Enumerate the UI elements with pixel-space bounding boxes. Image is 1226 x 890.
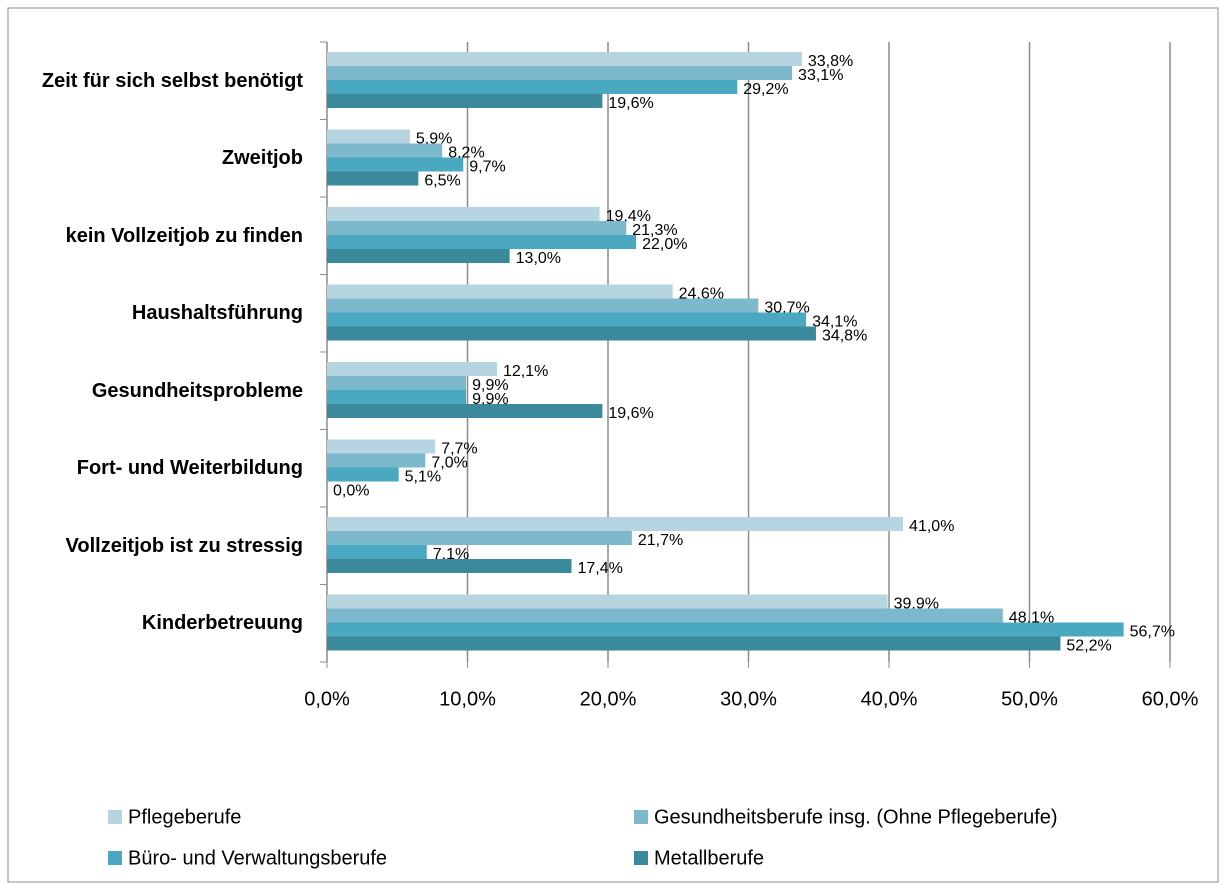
x-tick-label: 50,0% bbox=[1001, 688, 1058, 710]
bar bbox=[327, 326, 816, 341]
legend-swatch bbox=[634, 810, 648, 824]
category-label: Zweitjob bbox=[221, 147, 303, 170]
bar bbox=[327, 362, 498, 376]
value-label: 12,1% bbox=[503, 363, 548, 380]
bar bbox=[327, 594, 888, 609]
value-label: 34,8% bbox=[822, 328, 867, 345]
legend-swatch bbox=[634, 851, 648, 865]
value-label: 21,3% bbox=[632, 222, 677, 239]
value-label: 7,0% bbox=[431, 455, 467, 472]
legend-label: Büro- und Verwaltungsberufe bbox=[128, 847, 387, 869]
x-tick-label: 30,0% bbox=[720, 688, 777, 710]
value-label: 8,2% bbox=[448, 145, 484, 162]
legend-label: Gesundheitsberufe insg. (Ohne Pflegeberu… bbox=[654, 806, 1058, 828]
category-label: Fort- und Weiterbildung bbox=[76, 457, 303, 480]
bar bbox=[327, 129, 410, 144]
bar bbox=[327, 235, 637, 249]
bar bbox=[327, 207, 600, 221]
bar bbox=[327, 622, 1124, 637]
category-label: kein Vollzeitjob zu finden bbox=[65, 224, 303, 247]
legend-label: Pflegeberufe bbox=[128, 806, 241, 828]
value-label: 21,7% bbox=[638, 532, 683, 549]
bar bbox=[327, 608, 1003, 623]
value-label: 52,2% bbox=[1066, 638, 1111, 655]
bar bbox=[327, 312, 807, 327]
bar bbox=[327, 298, 759, 313]
bar bbox=[327, 453, 426, 468]
bar bbox=[327, 171, 419, 186]
value-label: 13,0% bbox=[516, 250, 561, 267]
category-label: Zeit für sich selbst benötigt bbox=[41, 69, 303, 92]
value-label: 7,1% bbox=[433, 546, 469, 563]
value-label: 30,7% bbox=[764, 300, 809, 317]
value-label: 24,6% bbox=[679, 286, 724, 303]
bar bbox=[327, 66, 793, 80]
x-tick-label: 0,0% bbox=[304, 688, 350, 710]
bar bbox=[327, 517, 904, 531]
bar bbox=[327, 390, 467, 404]
legend-label: Metallberufe bbox=[654, 847, 764, 869]
bar bbox=[327, 467, 399, 482]
value-label: 17,4% bbox=[577, 560, 622, 577]
category-label: Haushaltsführung bbox=[131, 302, 303, 325]
value-label: 48,1% bbox=[1009, 610, 1054, 627]
value-label: 19,6% bbox=[608, 405, 653, 422]
bar bbox=[327, 249, 510, 263]
value-label: 5,9% bbox=[416, 131, 452, 148]
bar bbox=[327, 636, 1061, 651]
x-tick-label: 60,0% bbox=[1142, 688, 1199, 710]
bar bbox=[327, 284, 673, 299]
x-tick-label: 10,0% bbox=[439, 688, 496, 710]
value-label: 41,0% bbox=[909, 518, 954, 535]
value-label: 56,7% bbox=[1130, 624, 1175, 641]
value-label: 19,4% bbox=[606, 208, 651, 225]
bar bbox=[327, 404, 603, 418]
value-label: 34,1% bbox=[812, 314, 857, 331]
value-label: 6,5% bbox=[424, 173, 460, 190]
chart-border bbox=[7, 7, 1219, 883]
bar bbox=[327, 143, 443, 158]
bar bbox=[327, 531, 632, 545]
bar bbox=[327, 545, 427, 559]
x-tick-label: 40,0% bbox=[861, 688, 918, 710]
bar bbox=[327, 559, 572, 573]
bar bbox=[327, 221, 627, 235]
value-label: 9,9% bbox=[472, 377, 508, 394]
value-label: 5,1% bbox=[405, 469, 441, 486]
x-tick-label: 20,0% bbox=[580, 688, 637, 710]
value-label: 22,0% bbox=[642, 236, 687, 253]
category-label: Vollzeitjob ist zu stressig bbox=[65, 534, 303, 557]
value-label: 0,0% bbox=[333, 483, 369, 500]
value-label: 29,2% bbox=[743, 81, 788, 98]
value-label: 39,9% bbox=[894, 596, 939, 613]
value-label: 9,7% bbox=[469, 159, 505, 176]
value-label: 7,7% bbox=[441, 441, 477, 458]
value-label: 19,6% bbox=[608, 95, 653, 112]
category-label: Gesundheitsprobleme bbox=[91, 379, 303, 402]
bar bbox=[327, 52, 802, 66]
category-label: Kinderbetreuung bbox=[141, 612, 303, 635]
legend-swatch bbox=[108, 851, 122, 865]
bar bbox=[327, 157, 464, 172]
value-label: 33,1% bbox=[798, 67, 843, 84]
bar bbox=[327, 94, 603, 108]
value-label: 9,9% bbox=[472, 391, 508, 408]
bar bbox=[327, 376, 467, 390]
bar bbox=[327, 80, 738, 94]
value-label: 33,8% bbox=[808, 53, 853, 70]
legend-swatch bbox=[108, 810, 122, 824]
bar bbox=[327, 439, 436, 454]
